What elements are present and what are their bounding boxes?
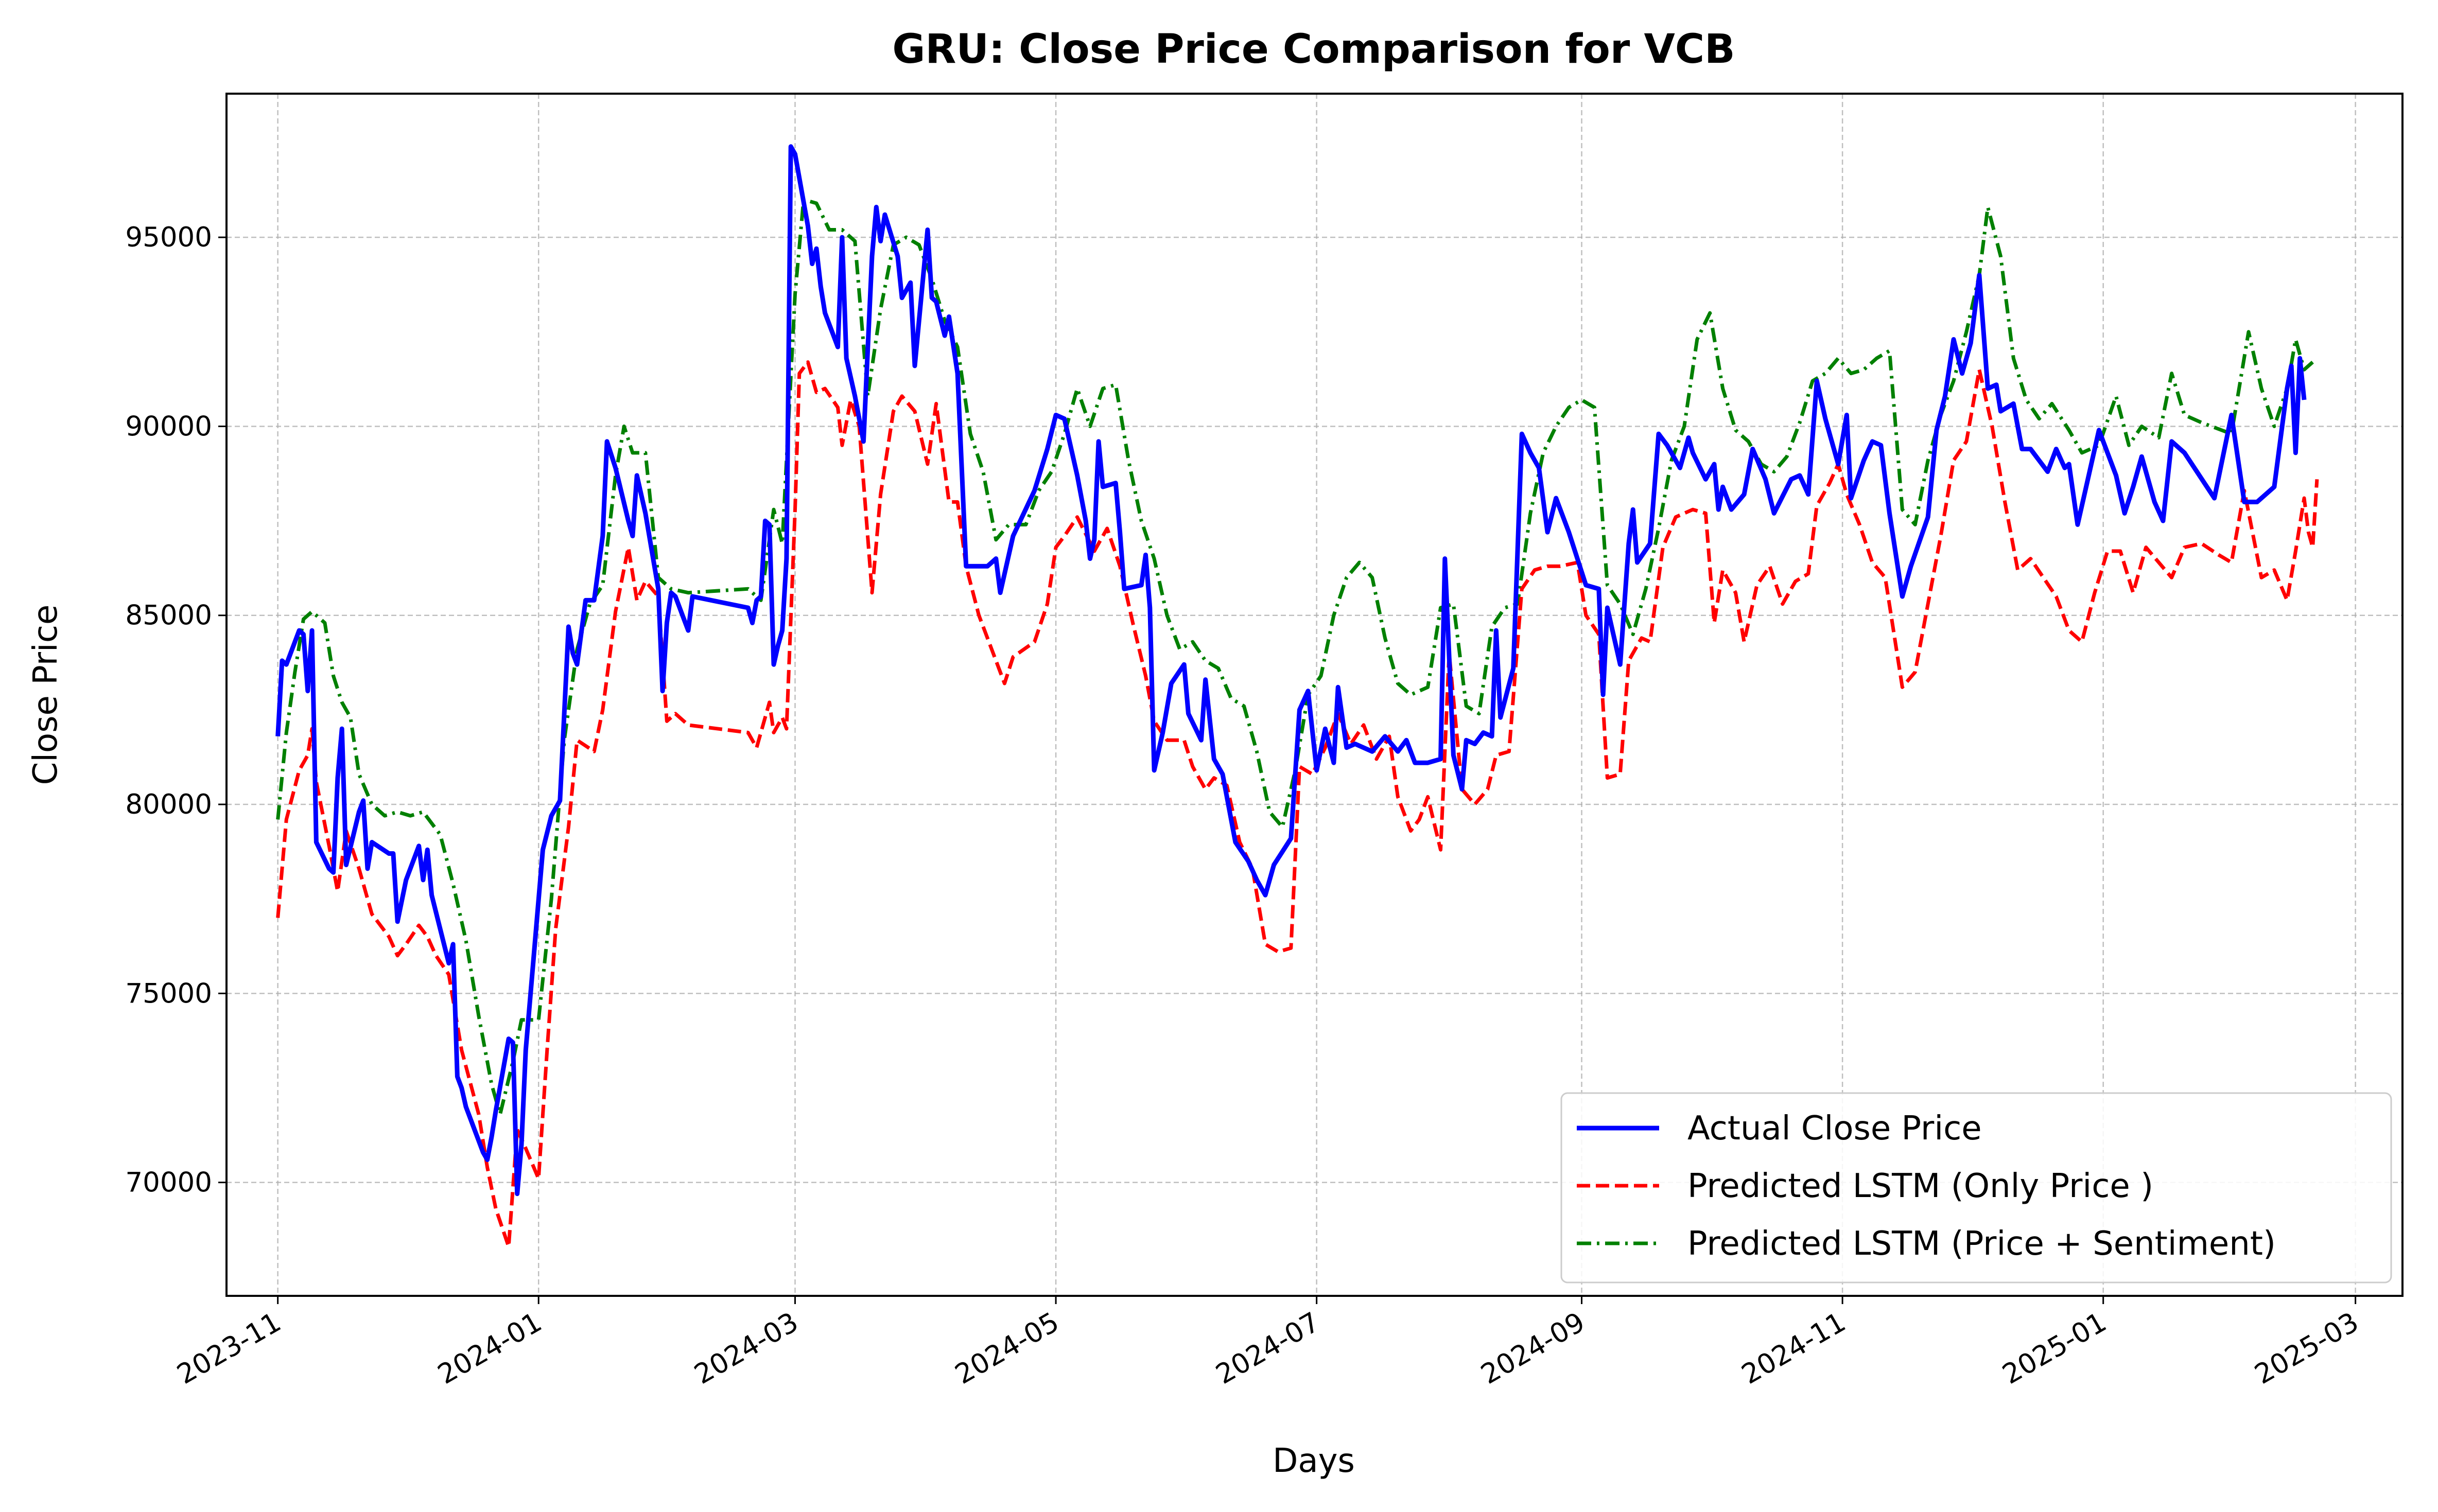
y-tick-label: 80000 [125,789,212,820]
series-line-actual-close-price [275,144,2307,1197]
series-line-predicted-only-price [276,360,2319,1249]
legend-box [1560,1092,2392,1284]
chart-title: GRU: Close Price Comparison for VCB [892,26,1735,73]
legend: Actual Close Price Predicted LSTM (Only P… [1560,1092,2392,1284]
y-tick-label: 90000 [125,411,212,442]
plot-frame [225,93,2404,1297]
legend-label: Predicted LSTM (Price + Sentiment) [1687,1225,2276,1263]
y-tick-label: 70000 [125,1167,212,1199]
legend-label: Actual Close Price [1687,1110,1982,1148]
legend-entries: Actual Close Price Predicted LSTM (Only P… [1577,1110,2276,1263]
series-group [275,144,2319,1249]
y-tick-label: 75000 [125,978,212,1009]
y-axis-label: Close Price [27,605,65,785]
legend-label: Predicted LSTM (Only Price ) [1687,1167,2153,1205]
x-axis-label: Days [1273,1442,1355,1480]
y-tick-label: 95000 [125,222,212,253]
y-tick-label: 85000 [125,600,212,631]
grid [227,94,2402,1296]
